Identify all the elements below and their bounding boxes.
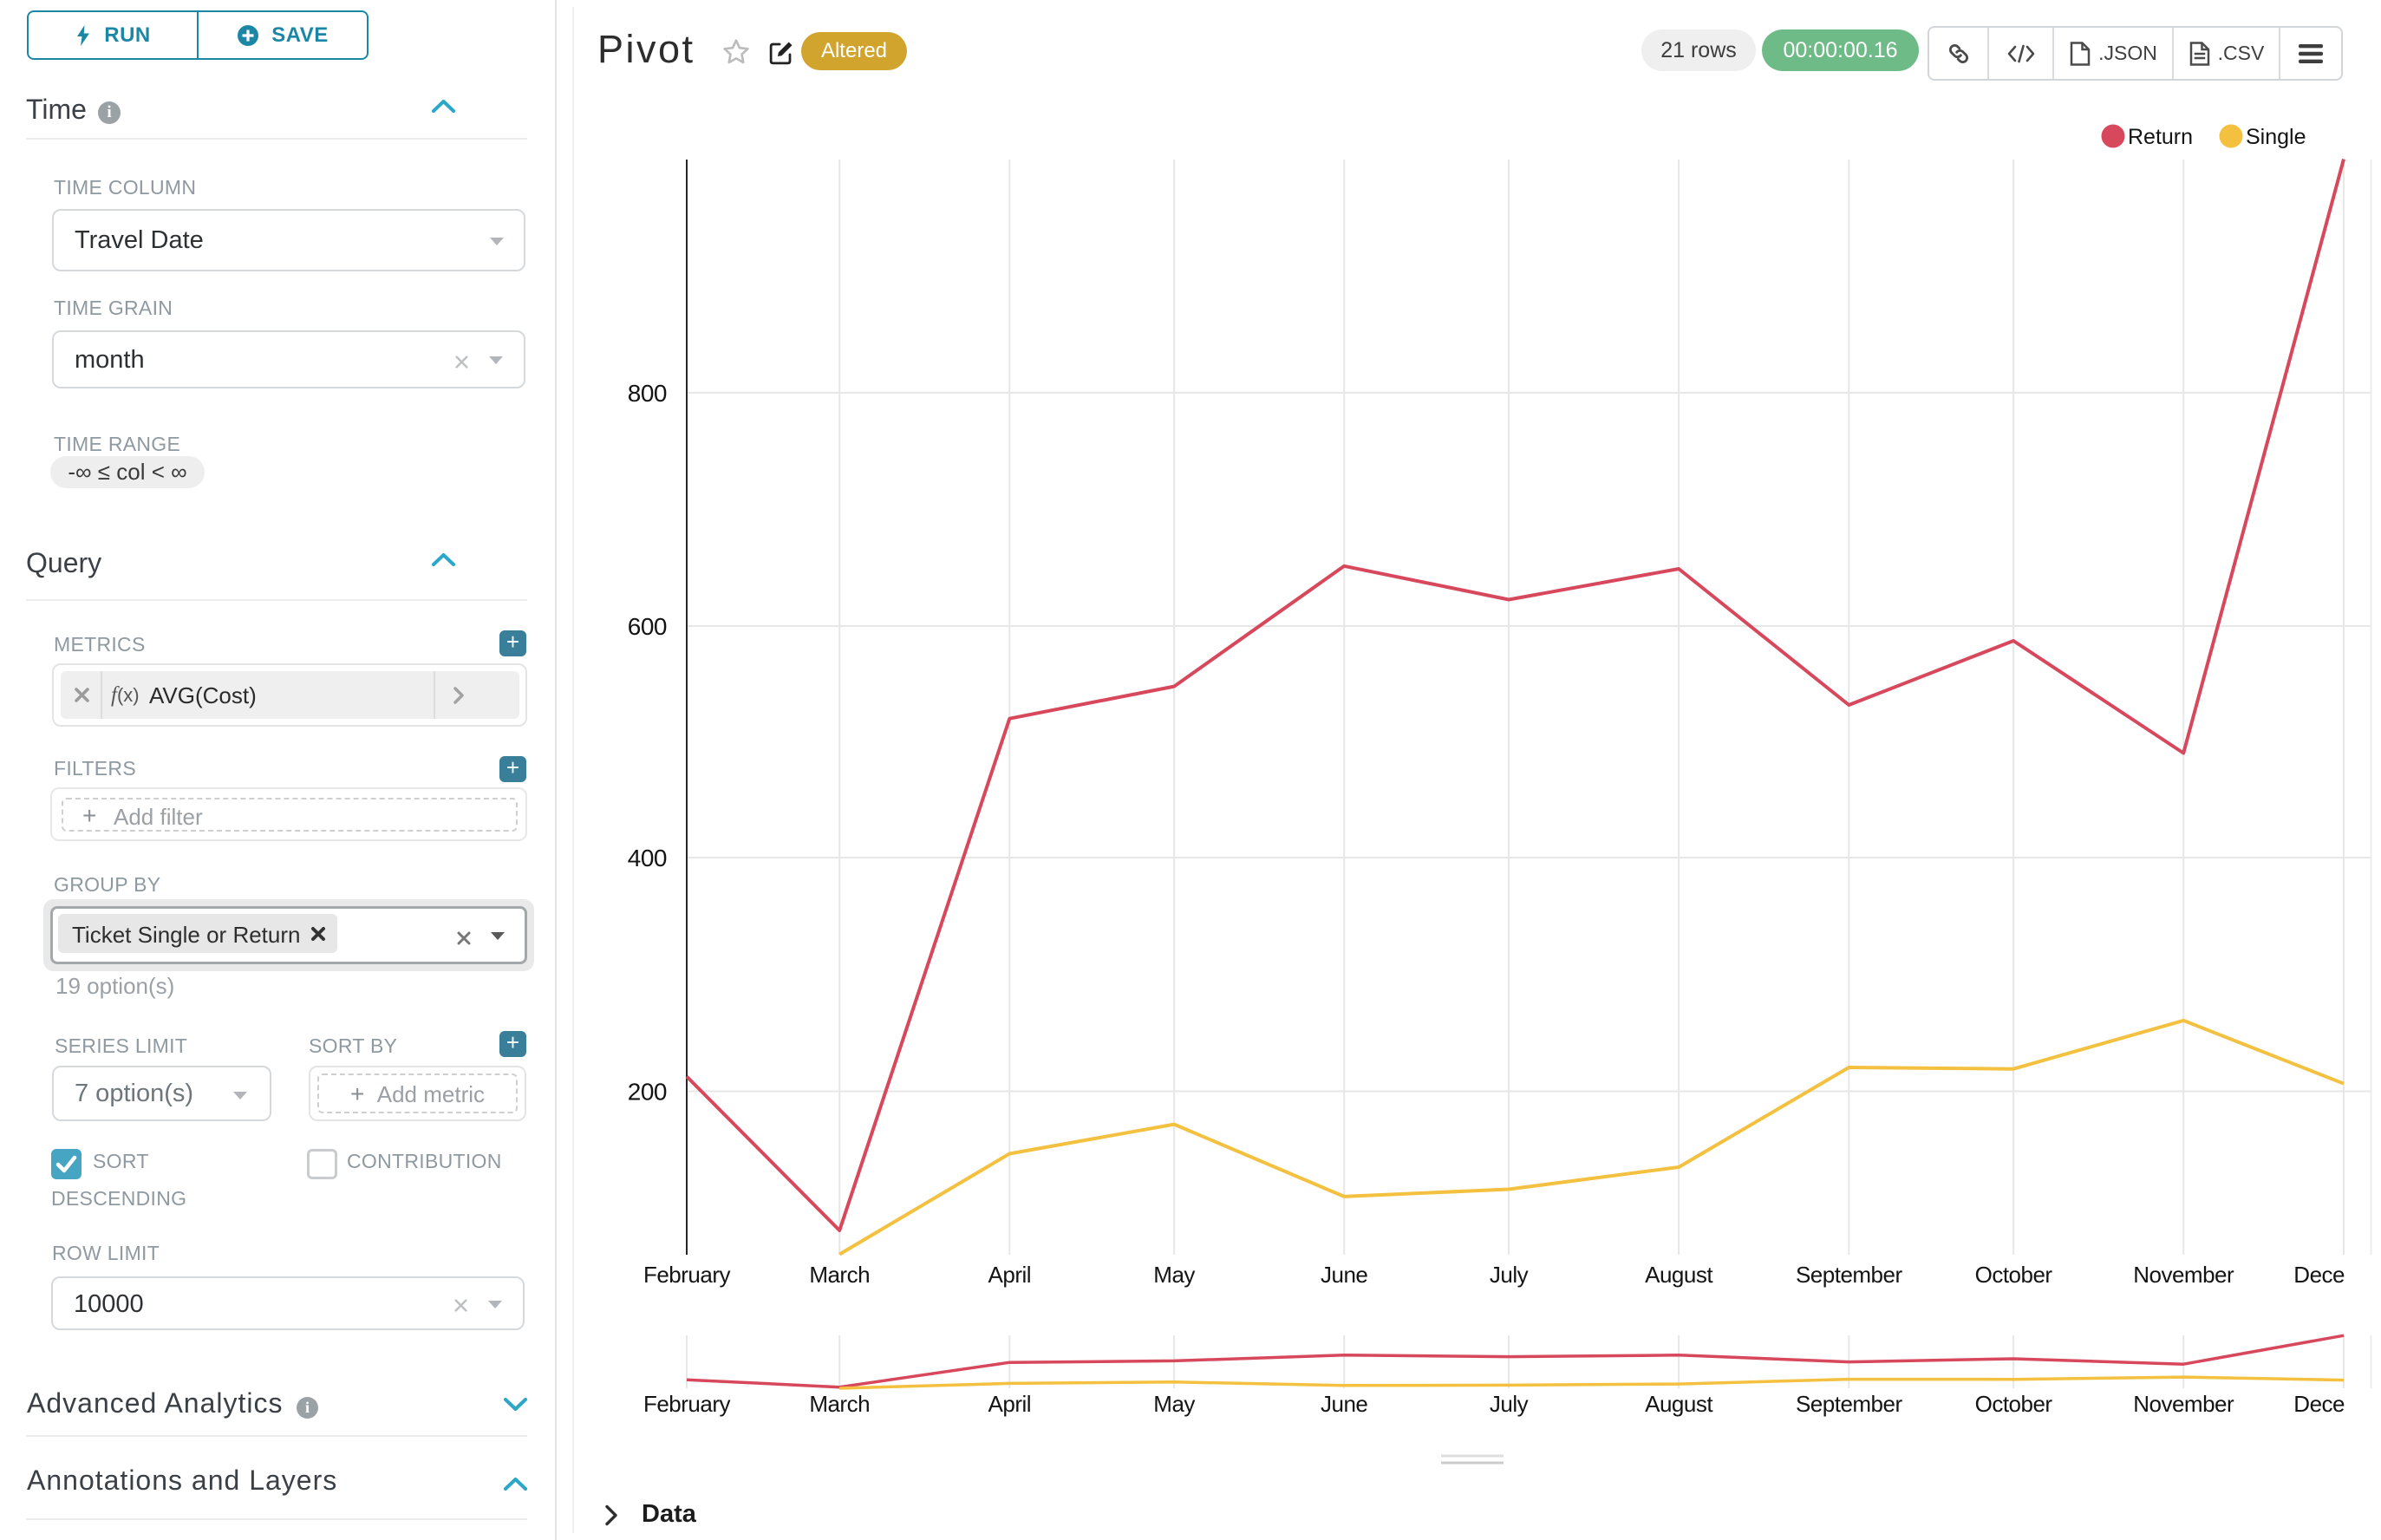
- svg-text:June: June: [1321, 1262, 1367, 1288]
- svg-text:March: March: [809, 1391, 870, 1417]
- svg-text:400: 400: [628, 845, 667, 871]
- svg-text:Dece: Dece: [2293, 1391, 2345, 1417]
- svg-text:June: June: [1321, 1391, 1367, 1417]
- svg-text:March: March: [809, 1262, 870, 1288]
- svg-text:April: April: [988, 1391, 1032, 1417]
- svg-text:November: November: [2133, 1262, 2234, 1288]
- svg-text:April: April: [988, 1262, 1032, 1288]
- svg-text:Return: Return: [2128, 125, 2193, 149]
- svg-text:Single: Single: [2246, 125, 2306, 149]
- svg-text:August: August: [1645, 1262, 1713, 1288]
- svg-text:November: November: [2133, 1391, 2234, 1417]
- svg-text:October: October: [1975, 1262, 2053, 1288]
- svg-text:July: July: [1490, 1262, 1529, 1288]
- svg-text:September: September: [1796, 1262, 1903, 1288]
- svg-text:May: May: [1153, 1391, 1195, 1417]
- svg-text:800: 800: [628, 380, 667, 407]
- svg-text:600: 600: [628, 613, 667, 640]
- svg-text:May: May: [1153, 1262, 1195, 1288]
- svg-text:July: July: [1490, 1391, 1529, 1417]
- svg-text:February: February: [643, 1262, 731, 1288]
- svg-text:September: September: [1796, 1391, 1903, 1417]
- svg-text:February: February: [643, 1391, 731, 1417]
- svg-text:Dece: Dece: [2293, 1262, 2345, 1288]
- svg-text:October: October: [1975, 1391, 2053, 1417]
- svg-text:August: August: [1645, 1391, 1713, 1417]
- svg-text:200: 200: [628, 1079, 667, 1106]
